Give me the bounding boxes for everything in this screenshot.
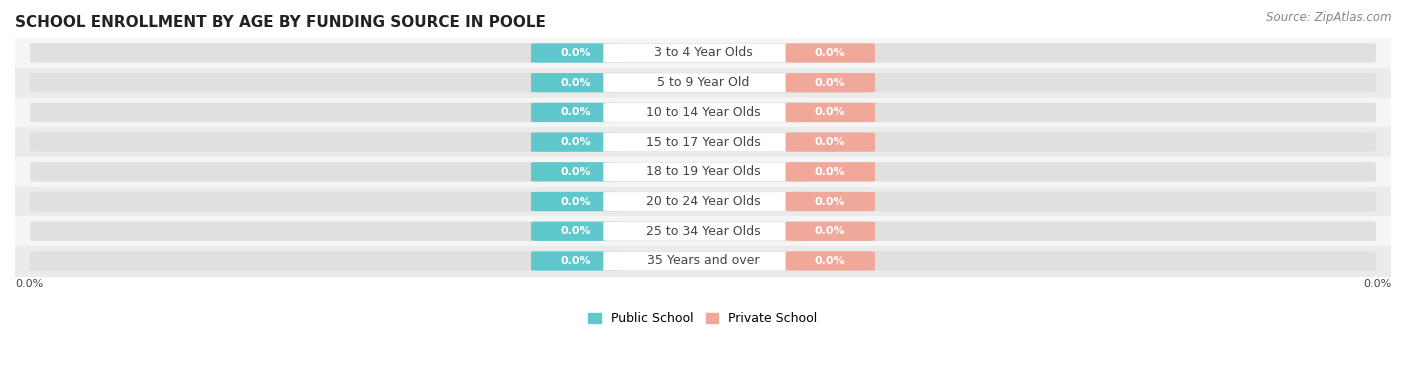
- Bar: [15, 216, 1391, 246]
- FancyBboxPatch shape: [786, 132, 875, 152]
- Text: 0.0%: 0.0%: [815, 196, 845, 207]
- FancyBboxPatch shape: [30, 192, 1376, 211]
- FancyBboxPatch shape: [603, 73, 803, 92]
- Text: SCHOOL ENROLLMENT BY AGE BY FUNDING SOURCE IN POOLE: SCHOOL ENROLLMENT BY AGE BY FUNDING SOUR…: [15, 15, 546, 30]
- FancyBboxPatch shape: [786, 162, 875, 181]
- Text: 0.0%: 0.0%: [561, 137, 591, 147]
- Text: 0.0%: 0.0%: [561, 48, 591, 58]
- Text: 0.0%: 0.0%: [815, 107, 845, 117]
- Text: 20 to 24 Year Olds: 20 to 24 Year Olds: [645, 195, 761, 208]
- FancyBboxPatch shape: [603, 103, 803, 122]
- Text: 25 to 34 Year Olds: 25 to 34 Year Olds: [645, 225, 761, 238]
- FancyBboxPatch shape: [531, 43, 620, 63]
- Text: 0.0%: 0.0%: [815, 226, 845, 236]
- Text: 0.0%: 0.0%: [15, 279, 44, 290]
- Text: 35 Years and over: 35 Years and over: [647, 254, 759, 267]
- Text: 3 to 4 Year Olds: 3 to 4 Year Olds: [654, 46, 752, 60]
- Text: 0.0%: 0.0%: [815, 137, 845, 147]
- FancyBboxPatch shape: [30, 73, 1376, 92]
- FancyBboxPatch shape: [786, 43, 875, 63]
- FancyBboxPatch shape: [603, 132, 803, 152]
- Bar: [15, 246, 1391, 276]
- Bar: [15, 68, 1391, 98]
- Bar: [15, 127, 1391, 157]
- Text: 0.0%: 0.0%: [561, 167, 591, 177]
- FancyBboxPatch shape: [786, 103, 875, 122]
- FancyBboxPatch shape: [603, 43, 803, 63]
- Bar: [15, 187, 1391, 216]
- Text: 0.0%: 0.0%: [815, 78, 845, 88]
- FancyBboxPatch shape: [531, 192, 620, 211]
- FancyBboxPatch shape: [531, 132, 620, 152]
- Bar: [15, 98, 1391, 127]
- Text: 0.0%: 0.0%: [561, 226, 591, 236]
- FancyBboxPatch shape: [30, 222, 1376, 241]
- FancyBboxPatch shape: [30, 251, 1376, 271]
- FancyBboxPatch shape: [603, 251, 803, 271]
- FancyBboxPatch shape: [531, 73, 620, 92]
- FancyBboxPatch shape: [786, 222, 875, 241]
- FancyBboxPatch shape: [30, 43, 1376, 63]
- Text: 0.0%: 0.0%: [815, 48, 845, 58]
- FancyBboxPatch shape: [531, 222, 620, 241]
- Bar: [15, 38, 1391, 68]
- Text: 10 to 14 Year Olds: 10 to 14 Year Olds: [645, 106, 761, 119]
- Text: 0.0%: 0.0%: [561, 196, 591, 207]
- FancyBboxPatch shape: [30, 103, 1376, 122]
- FancyBboxPatch shape: [603, 192, 803, 211]
- FancyBboxPatch shape: [531, 103, 620, 122]
- Text: 0.0%: 0.0%: [815, 167, 845, 177]
- FancyBboxPatch shape: [603, 222, 803, 241]
- Text: Source: ZipAtlas.com: Source: ZipAtlas.com: [1267, 11, 1392, 24]
- Text: 0.0%: 0.0%: [561, 256, 591, 266]
- FancyBboxPatch shape: [603, 162, 803, 181]
- FancyBboxPatch shape: [786, 73, 875, 92]
- Text: 0.0%: 0.0%: [815, 256, 845, 266]
- FancyBboxPatch shape: [30, 162, 1376, 182]
- Text: 18 to 19 Year Olds: 18 to 19 Year Olds: [645, 166, 761, 178]
- FancyBboxPatch shape: [786, 192, 875, 211]
- FancyBboxPatch shape: [786, 251, 875, 271]
- FancyBboxPatch shape: [531, 251, 620, 271]
- Bar: [15, 157, 1391, 187]
- Text: 0.0%: 0.0%: [1362, 279, 1391, 290]
- Text: 15 to 17 Year Olds: 15 to 17 Year Olds: [645, 136, 761, 149]
- Text: 0.0%: 0.0%: [561, 78, 591, 88]
- FancyBboxPatch shape: [30, 132, 1376, 152]
- Text: 0.0%: 0.0%: [561, 107, 591, 117]
- FancyBboxPatch shape: [531, 162, 620, 181]
- Text: 5 to 9 Year Old: 5 to 9 Year Old: [657, 76, 749, 89]
- Legend: Public School, Private School: Public School, Private School: [585, 309, 821, 329]
